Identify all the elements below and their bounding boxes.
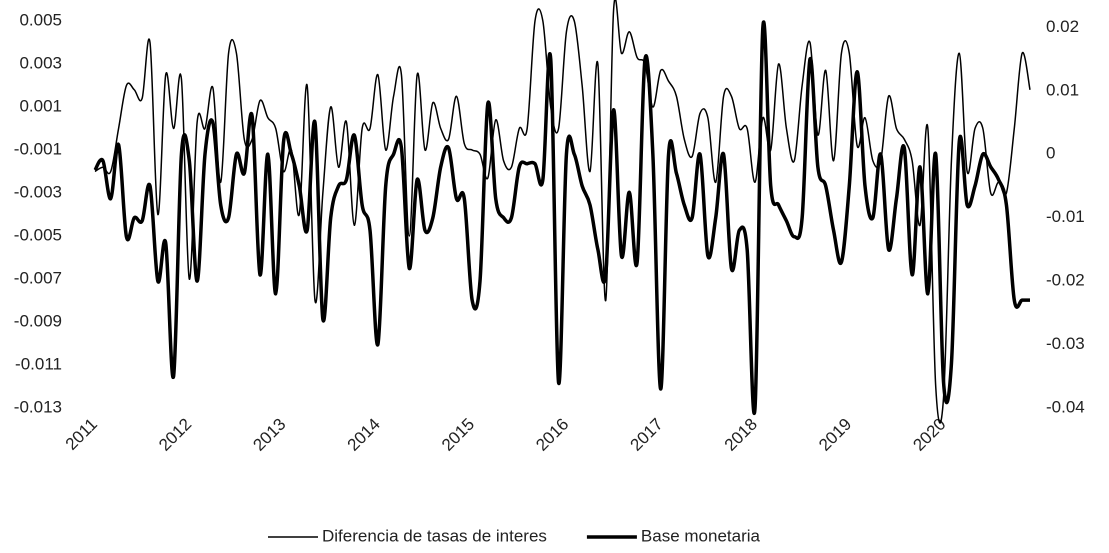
x-tick-label: 2018 <box>721 415 761 455</box>
x-tick-label: 2016 <box>532 415 572 455</box>
y-tick-label: -0.001 <box>14 139 62 158</box>
x-tick-label: 2011 <box>62 415 101 454</box>
y-tick-label: 0.005 <box>19 10 62 29</box>
x-tick-label: 2020 <box>909 415 949 455</box>
y-tick-label: -0.013 <box>14 397 62 416</box>
y2-tick-label: 0.01 <box>1046 80 1079 99</box>
x-tick-label: 2013 <box>249 415 289 455</box>
y2-tick-label: -0.02 <box>1046 271 1085 290</box>
legend-label: Diferencia de tasas de interes <box>322 526 547 545</box>
x-tick-label: 2015 <box>438 415 478 455</box>
y2-tick-label: 0.02 <box>1046 17 1079 36</box>
y2-tick-label: -0.01 <box>1046 207 1085 226</box>
x-tick-label: 2014 <box>344 415 384 455</box>
series-line <box>93 20 1030 415</box>
y-tick-label: 0.001 <box>19 96 62 115</box>
x-tick-label: 2017 <box>627 415 667 455</box>
x-tick-label: 2012 <box>155 415 195 455</box>
y-tick-label: -0.003 <box>14 182 62 201</box>
y2-tick-label: -0.03 <box>1046 334 1085 353</box>
y2-tick-label: 0 <box>1046 144 1055 163</box>
y-tick-label: -0.007 <box>14 268 62 287</box>
x-tick-label: 2019 <box>815 415 855 455</box>
y2-tick-label: -0.04 <box>1046 397 1085 416</box>
y-tick-label: 0.003 <box>19 53 62 72</box>
series-line <box>94 0 1031 424</box>
y-tick-label: -0.011 <box>15 354 62 373</box>
legend-label: Base monetaria <box>641 526 761 545</box>
y-tick-label: -0.009 <box>14 311 62 330</box>
y-tick-label: -0.005 <box>14 225 62 244</box>
